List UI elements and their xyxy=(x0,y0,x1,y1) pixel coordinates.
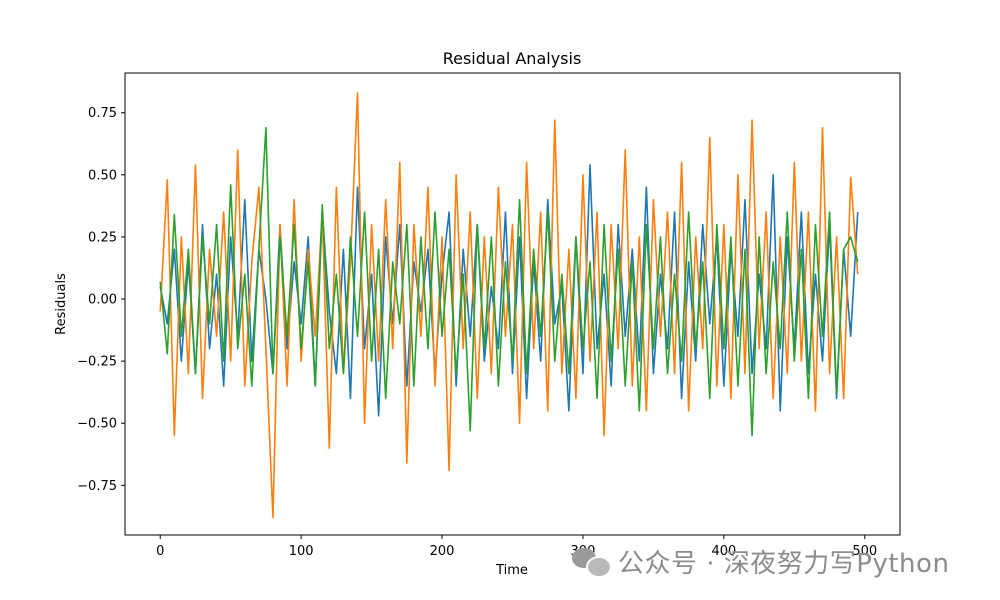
x-tick-label: 500 xyxy=(852,544,877,559)
y-tick-label: 0.25 xyxy=(88,230,117,245)
x-tick-label: 0 xyxy=(156,544,164,559)
y-tick-label: −0.50 xyxy=(77,417,117,432)
wechat-icon xyxy=(572,546,612,578)
y-axis-label: Residuals xyxy=(54,273,69,335)
x-tick-label: 100 xyxy=(289,544,314,559)
x-tick-label: 400 xyxy=(711,544,736,559)
x-tick-label: 200 xyxy=(430,544,455,559)
y-tick-label: 0.00 xyxy=(88,293,117,308)
watermark-text: 公众号 · 深夜努力写Python xyxy=(618,548,950,579)
x-axis-label: Time xyxy=(495,563,528,578)
series-line-2 xyxy=(159,92,859,519)
y-tick-label: −0.25 xyxy=(77,355,117,370)
series-line-3 xyxy=(159,126,859,437)
watermark: 公众号 · 深夜努力写Python xyxy=(572,543,949,579)
plot-frame xyxy=(124,72,901,536)
y-tick-label: −0.75 xyxy=(77,479,117,494)
y-tick-label: 0.75 xyxy=(88,106,117,121)
y-tick-label: 0.50 xyxy=(88,168,117,183)
chart-title: Residual Analysis xyxy=(443,49,582,68)
